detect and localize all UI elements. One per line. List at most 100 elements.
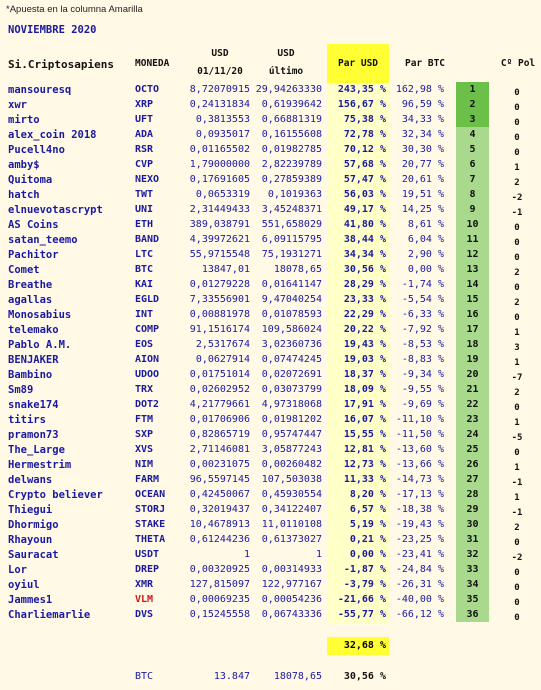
rank-number: 21	[466, 384, 479, 395]
par-usd-value: 30,56 %	[343, 264, 386, 275]
coin-symbol: EOS	[135, 339, 154, 350]
rank-number: 28	[466, 489, 479, 500]
rank-number: 14	[466, 279, 479, 290]
price-start: 0,00320925	[189, 564, 250, 575]
rank-number: 11	[466, 234, 479, 245]
price-last: 0,01641147	[261, 279, 322, 290]
par-usd-value: 6,57 %	[349, 504, 386, 515]
header-name: Si.Criptosapiens	[8, 58, 114, 71]
par-btc-value: -26,31 %	[395, 579, 444, 590]
table-row: Sauracat USDT 1 1 0,00 % -23,41 % 32 -2	[0, 549, 541, 564]
participant-name: hatch	[8, 189, 40, 201]
total-par-usd-value: 32,68 %	[343, 640, 386, 651]
price-start: 0,0935017	[195, 129, 250, 140]
table-row: Hermestrim NIM 0,00231075 0,00260482 12,73 %…	[0, 459, 541, 474]
coin-symbol: DREP	[135, 564, 160, 575]
price-last: 4,97318068	[261, 399, 322, 410]
table-row: elnuevotascrypt UNI 2,31449433 3,45248371 49…	[0, 204, 541, 219]
par-btc-value: 6,04 %	[407, 234, 444, 245]
participant-name: Monosabius	[8, 309, 72, 321]
table-row: Quitoma NEXO 0,17691605 0,27859389 57,47 % 20…	[0, 174, 541, 189]
table-row: The_Large XVS 2,71146081 3,05877243 12,81 % -…	[0, 444, 541, 459]
coin-symbol: AION	[135, 354, 160, 365]
par-usd-value: 15,55 %	[343, 429, 386, 440]
table-row: Charliemarlie DVS 0,15245558 0,06743336 -55,…	[0, 609, 541, 624]
pol-change: 0	[514, 568, 520, 578]
participant-name: Rhayoun	[8, 534, 53, 546]
price-start: 7,33556901	[189, 294, 250, 305]
bet-note: *Apuesta en la columna Amarilla	[6, 4, 143, 15]
footer-par: 30,56 %	[343, 671, 386, 682]
participant-name: pramon73	[8, 429, 59, 441]
price-last: 0,1019363	[267, 189, 322, 200]
price-start: 0,61244236	[189, 534, 250, 545]
pol-change: 0	[514, 133, 520, 143]
price-start: 0,24131834	[189, 99, 250, 110]
table-row: telemako COMP 91,1516174 109,586024 20,22 % -…	[0, 324, 541, 339]
coin-symbol: ETH	[135, 219, 154, 230]
price-start: 127,815097	[189, 579, 250, 590]
rank-number: 33	[466, 564, 479, 575]
par-usd-value: 18,37 %	[343, 369, 386, 380]
par-btc-value: -8,53 %	[401, 339, 444, 350]
par-btc-value: -11,50 %	[395, 429, 444, 440]
par-btc-value: 8,61 %	[407, 219, 444, 230]
par-usd-value: 5,19 %	[349, 519, 386, 530]
table-row: mirto UFT 0,3813553 0,66881319 75,38 % 34,33 …	[0, 114, 541, 129]
table-row: Dhormigo STAKE 10,4678913 11,0110108 5,19 % -…	[0, 519, 541, 534]
rank-number: 5	[469, 144, 476, 155]
coin-symbol: FTM	[135, 414, 154, 425]
price-start: 8,72070915	[189, 84, 250, 95]
par-btc-value: -66,12 %	[395, 609, 444, 620]
rank-number: 12	[466, 249, 479, 260]
participant-name: Sm89	[8, 384, 34, 396]
table-row: agallas EGLD 7,33556901 9,47040254 23,33 % -5…	[0, 294, 541, 309]
participant-name: snake174	[8, 399, 59, 411]
par-btc-value: -7,92 %	[401, 324, 444, 335]
pol-change: 0	[514, 448, 520, 458]
participant-name: Quitoma	[8, 174, 53, 186]
rank-number: 29	[466, 504, 479, 515]
price-start: 0,17691605	[189, 174, 250, 185]
table-row: Sm89 TRX 0,02602952 0,03073799 18,09 % -9,55 …	[0, 384, 541, 399]
participant-name: mansouresq	[8, 84, 72, 96]
par-btc-value: -18,38 %	[395, 504, 444, 515]
coin-symbol: NEXO	[135, 174, 160, 185]
rank-number: 4	[469, 129, 476, 140]
par-btc-value: -14,73 %	[395, 474, 444, 485]
coin-symbol: UDOO	[135, 369, 160, 380]
rank-number: 3	[469, 114, 476, 125]
price-last: 11,0110108	[261, 519, 322, 530]
coin-symbol: USDT	[135, 549, 160, 560]
par-btc-value: -40,00 %	[395, 594, 444, 605]
par-usd-value: -1,87 %	[343, 564, 386, 575]
par-usd-value: 38,44 %	[343, 234, 386, 245]
price-start: 0,82865719	[189, 429, 250, 440]
price-last: 6,09115795	[261, 234, 322, 245]
par-btc-value: 30,30 %	[401, 144, 444, 155]
participant-name: Pachitor	[8, 249, 59, 261]
coin-symbol: STAKE	[135, 519, 166, 530]
par-usd-value: 156,67 %	[337, 99, 386, 110]
price-last: 0,34122407	[261, 504, 322, 515]
price-start: 0,00881978	[189, 309, 250, 320]
coin-symbol: BAND	[135, 234, 160, 245]
par-btc-value: 96,59 %	[401, 99, 444, 110]
pol-change: 1	[514, 493, 520, 503]
pol-change: 0	[514, 403, 520, 413]
participant-name: Pucell4no	[8, 144, 65, 156]
price-last: 0,95747447	[261, 429, 322, 440]
participant-name: elnuevotascrypt	[8, 204, 103, 216]
par-btc-value: 20,77 %	[401, 159, 444, 170]
rank-number: 15	[466, 294, 479, 305]
par-usd-value: 28,29 %	[343, 279, 386, 290]
rank-number: 36	[466, 609, 479, 620]
par-usd-value: 12,81 %	[343, 444, 386, 455]
coin-symbol: DVS	[135, 609, 154, 620]
header-usd1-bottom: 01/11/20	[197, 66, 243, 77]
coin-symbol: CVP	[135, 159, 154, 170]
header-coin: MONEDA	[135, 58, 170, 69]
rank-number: 22	[466, 399, 479, 410]
table-row: BENJAKER AION 0,0627914 0,07474245 19,03 % -8…	[0, 354, 541, 369]
par-btc-value: -17,13 %	[395, 489, 444, 500]
